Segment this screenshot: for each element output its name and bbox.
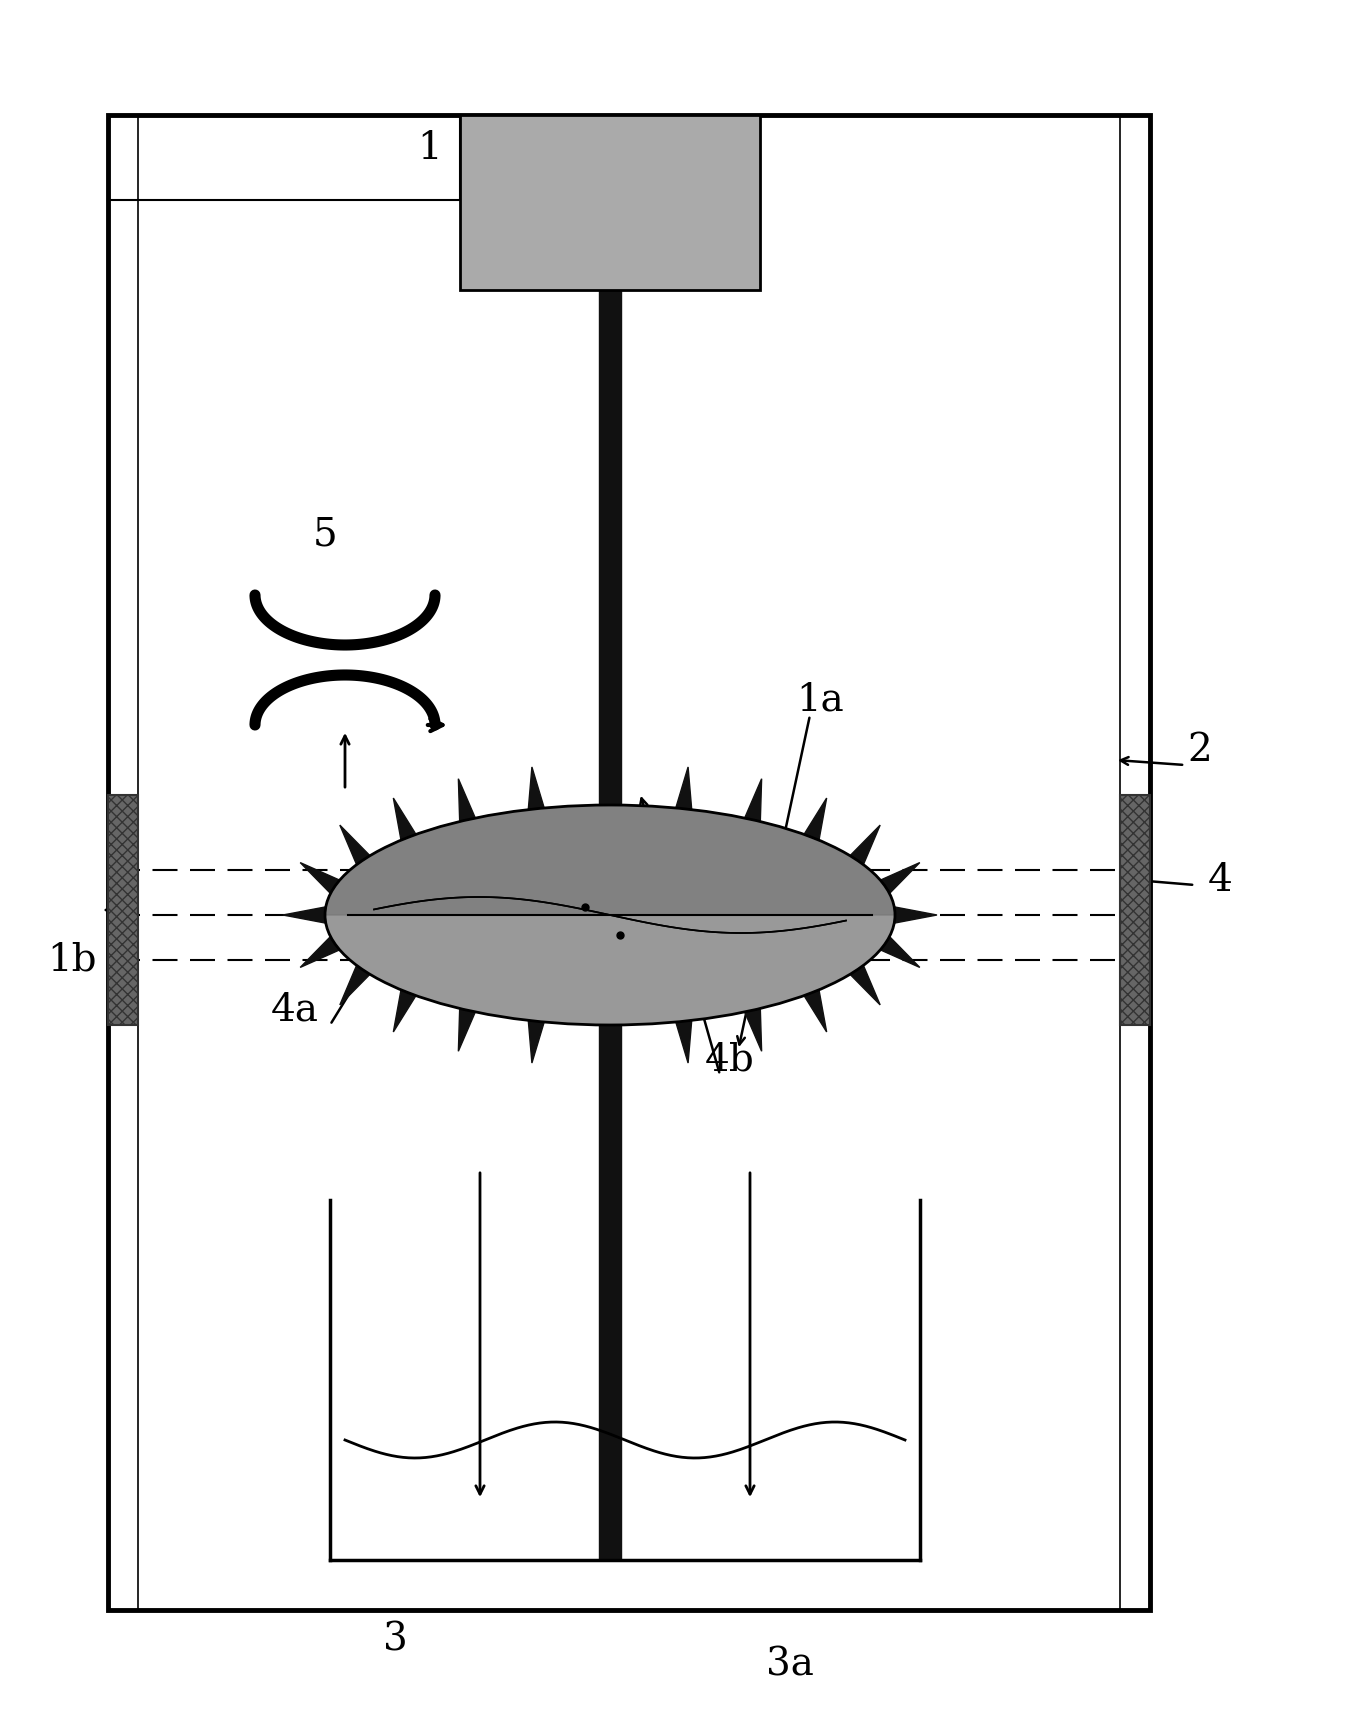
Polygon shape [393,797,416,840]
Bar [460,115,760,289]
Polygon shape [340,965,370,1004]
Polygon shape [745,779,761,821]
Polygon shape [675,767,692,809]
Bar [108,796,138,1025]
Polygon shape [602,1025,618,1068]
Text: 3a: 3a [767,1646,814,1684]
Text: 4: 4 [1207,862,1233,898]
Polygon shape [325,804,895,915]
Text: 1b: 1b [48,941,97,979]
Polygon shape [300,938,340,967]
Polygon shape [745,1008,761,1051]
Polygon shape [300,862,340,893]
Text: 1: 1 [417,130,442,166]
Text: 3: 3 [383,1622,408,1658]
Text: 4b: 4b [705,1042,754,1078]
Polygon shape [528,767,544,809]
Polygon shape [393,991,416,1032]
Ellipse shape [325,804,895,1025]
Text: 2: 2 [1188,732,1213,768]
Text: 1a: 1a [797,681,844,719]
Polygon shape [850,965,880,1004]
Polygon shape [881,938,919,967]
Bar [1120,796,1150,1025]
Text: 5: 5 [312,517,337,553]
Polygon shape [881,862,919,893]
Polygon shape [282,907,325,922]
Polygon shape [458,1008,475,1051]
Polygon shape [895,907,937,922]
Polygon shape [803,797,827,840]
Polygon shape [528,1020,544,1063]
Polygon shape [602,763,618,804]
Text: 4a: 4a [271,991,319,1028]
Polygon shape [850,825,880,864]
Polygon shape [340,825,370,864]
Polygon shape [458,779,475,821]
Polygon shape [675,1020,692,1063]
Polygon shape [803,991,827,1032]
